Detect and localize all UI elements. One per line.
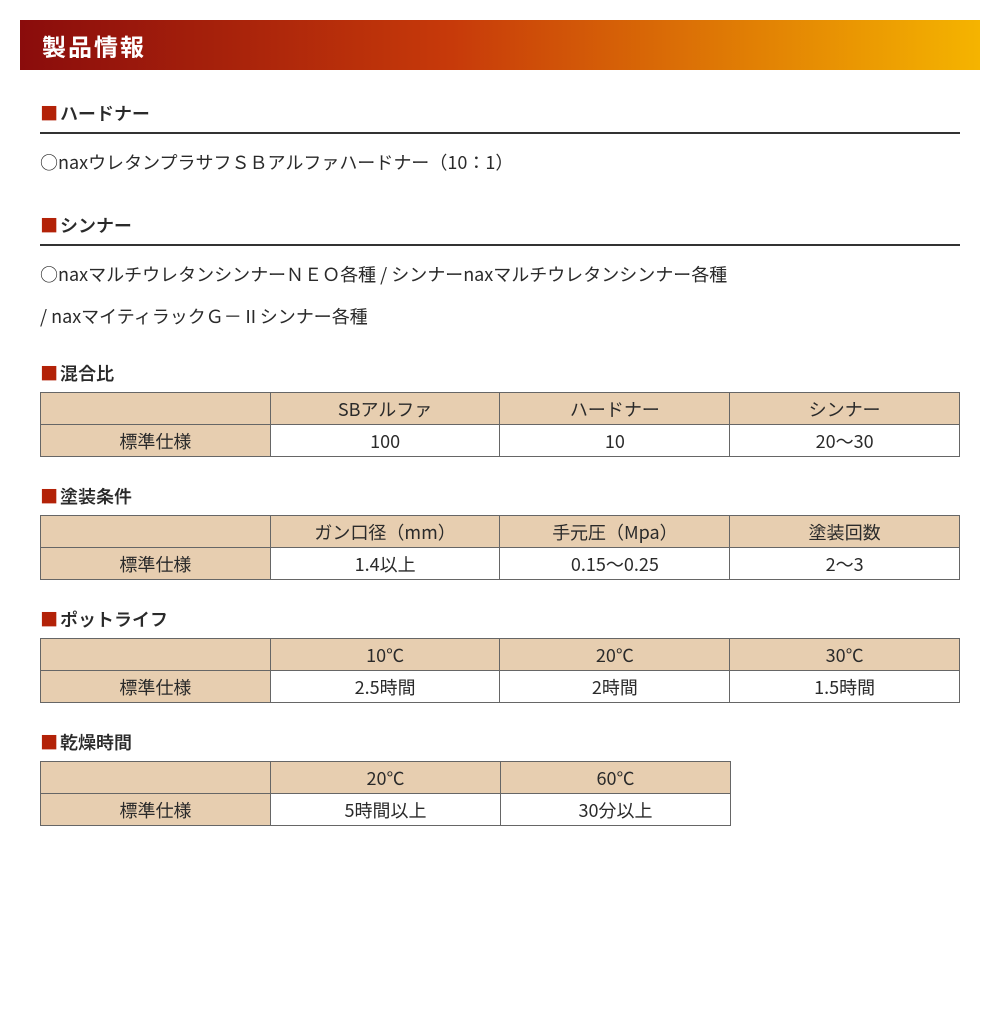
table-title-dry: ■乾燥時間 bbox=[40, 729, 960, 755]
table-cell: 2時間 bbox=[500, 671, 730, 703]
table-title-mix: ■混合比 bbox=[40, 360, 960, 386]
table-header-cell: 10℃ bbox=[270, 639, 500, 671]
table-title-text: ポットライフ bbox=[60, 606, 168, 632]
table-cell: 10 bbox=[500, 425, 730, 457]
section-title-text: ハードナー bbox=[60, 100, 150, 126]
table-header-cell: シンナー bbox=[730, 393, 960, 425]
table-title-potlife: ■ポットライフ bbox=[40, 606, 960, 632]
table-potlife: 10℃ 20℃ 30℃ 標準仕様 2.5時間 2時間 1.5時間 bbox=[40, 638, 960, 703]
table-row: SBアルファ ハードナー シンナー bbox=[41, 393, 960, 425]
section-title-text: シンナー bbox=[60, 212, 132, 238]
table-cell: 100 bbox=[270, 425, 500, 457]
table-cell: 20〜30 bbox=[730, 425, 960, 457]
page-header: 製品情報 bbox=[20, 20, 980, 70]
table-cell: 0.15〜0.25 bbox=[500, 548, 730, 580]
table-cell: 5時間以上 bbox=[271, 794, 501, 826]
table-row-label: 標準仕様 bbox=[41, 425, 271, 457]
table-row-label: 標準仕様 bbox=[41, 671, 271, 703]
table-header-cell: 塗装回数 bbox=[730, 516, 960, 548]
table-title-text: 乾燥時間 bbox=[60, 729, 132, 755]
square-icon: ■ bbox=[40, 212, 58, 238]
page-title: 製品情報 bbox=[42, 28, 146, 63]
square-icon: ■ bbox=[40, 729, 58, 755]
table-header-cell bbox=[41, 762, 271, 794]
table-row: 標準仕様 5時間以上 30分以上 bbox=[41, 794, 731, 826]
table-title-text: 塗装条件 bbox=[60, 483, 132, 509]
table-header-cell bbox=[41, 393, 271, 425]
table-dry: 20℃ 60℃ 標準仕様 5時間以上 30分以上 bbox=[40, 761, 731, 826]
table-header-cell bbox=[41, 516, 271, 548]
square-icon: ■ bbox=[40, 606, 58, 632]
table-row: 20℃ 60℃ bbox=[41, 762, 731, 794]
table-paint: ガン口径（mm） 手元圧（Mpa） 塗装回数 標準仕様 1.4以上 0.15〜0… bbox=[40, 515, 960, 580]
table-row: ガン口径（mm） 手元圧（Mpa） 塗装回数 bbox=[41, 516, 960, 548]
table-cell: 1.4以上 bbox=[270, 548, 500, 580]
table-header-cell: 30℃ bbox=[730, 639, 960, 671]
table-row-label: 標準仕様 bbox=[41, 794, 271, 826]
table-row: 10℃ 20℃ 30℃ bbox=[41, 639, 960, 671]
section-title-hardener: ■ハードナー bbox=[40, 100, 960, 134]
table-header-cell: 手元圧（Mpa） bbox=[500, 516, 730, 548]
square-icon: ■ bbox=[40, 100, 58, 126]
hardener-item: ○naxウレタンプラサフＳＢアルファハードナー（10：1） bbox=[40, 144, 960, 180]
table-title-paint: ■塗装条件 bbox=[40, 483, 960, 509]
table-row-label: 標準仕様 bbox=[41, 548, 271, 580]
thinner-item-2: / naxマイティラックＧ－Ⅱシンナー各種 bbox=[40, 298, 960, 334]
section-title-thinner: ■シンナー bbox=[40, 212, 960, 246]
table-title-text: 混合比 bbox=[60, 360, 114, 386]
table-cell: 2.5時間 bbox=[270, 671, 500, 703]
table-header-cell: ガン口径（mm） bbox=[270, 516, 500, 548]
table-mix: SBアルファ ハードナー シンナー 標準仕様 100 10 20〜30 bbox=[40, 392, 960, 457]
square-icon: ■ bbox=[40, 483, 58, 509]
table-header-cell: ハードナー bbox=[500, 393, 730, 425]
table-row: 標準仕様 1.4以上 0.15〜0.25 2〜3 bbox=[41, 548, 960, 580]
table-header-cell: 20℃ bbox=[500, 639, 730, 671]
table-header-cell: 60℃ bbox=[501, 762, 731, 794]
content: ■ハードナー ○naxウレタンプラサフＳＢアルファハードナー（10：1） ■シン… bbox=[0, 70, 1000, 826]
table-cell: 1.5時間 bbox=[730, 671, 960, 703]
thinner-item-1: ○naxマルチウレタンシンナーＮＥＯ各種 / シンナーnaxマルチウレタンシンナ… bbox=[40, 256, 960, 292]
table-row: 標準仕様 2.5時間 2時間 1.5時間 bbox=[41, 671, 960, 703]
table-header-cell: 20℃ bbox=[271, 762, 501, 794]
table-cell: 2〜3 bbox=[730, 548, 960, 580]
table-cell: 30分以上 bbox=[501, 794, 731, 826]
table-row: 標準仕様 100 10 20〜30 bbox=[41, 425, 960, 457]
table-header-cell bbox=[41, 639, 271, 671]
square-icon: ■ bbox=[40, 360, 58, 386]
table-header-cell: SBアルファ bbox=[270, 393, 500, 425]
